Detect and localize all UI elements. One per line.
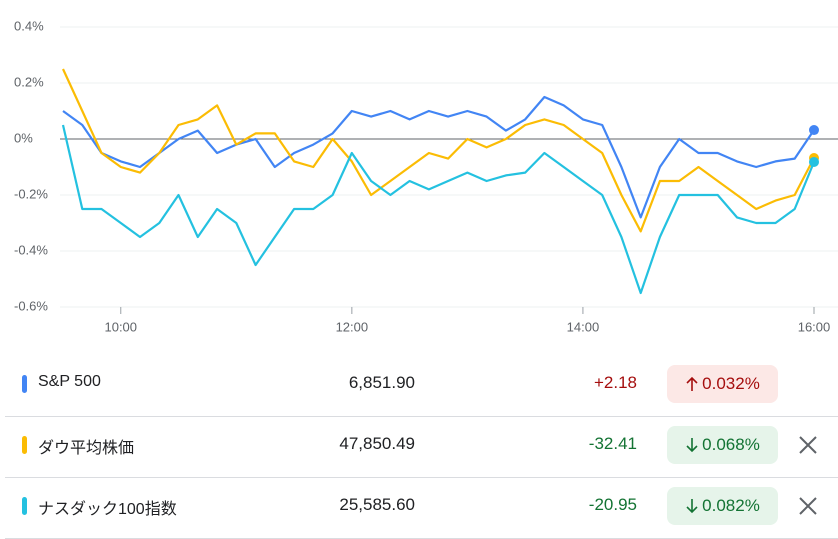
chart: 0.4% 0.2% 0% -0.2% -0.4% -0.6% 10:00 12:00 14:00…	[14, 18, 838, 334]
arrow-icon	[686, 376, 698, 391]
change: -32.41	[588, 434, 637, 453]
arrow-icon	[686, 499, 698, 514]
name: ダウ平均株価	[38, 440, 135, 457]
percent: 0.068%	[702, 435, 760, 454]
name: ナスダック100指数	[38, 501, 177, 518]
series-line	[62, 68, 815, 233]
price: 25,585.60	[339, 495, 415, 514]
table-row: S&P 500 6,851.90 +2.18 0.032%	[0, 355, 838, 416]
remove-button[interactable]	[797, 434, 819, 456]
x-tick-label: 16:00	[798, 319, 831, 334]
table-row: ダウ平均株価 47,850.49 -32.41 0.068%	[0, 416, 838, 477]
series-line	[62, 95, 815, 219]
close-icon	[799, 497, 817, 515]
x-tick-label: 10:00	[104, 319, 137, 334]
price: 47,850.49	[339, 434, 415, 453]
price: 6,851.90	[348, 373, 415, 392]
remove-button[interactable]	[797, 495, 819, 517]
percent: 0.082%	[702, 496, 760, 515]
y-tick-label: 0%	[14, 130, 33, 145]
percent-badge: 0.032%	[667, 365, 778, 403]
y-tick-label: -0.6%	[14, 298, 48, 313]
y-tick-label: 0.2%	[14, 74, 44, 89]
series-color	[22, 375, 27, 393]
row-separator	[5, 477, 838, 478]
y-tick-label: 0.4%	[14, 18, 44, 33]
end-dot	[809, 156, 819, 167]
y-tick-label: -0.4%	[14, 242, 48, 257]
series-line	[61, 124, 816, 295]
arrow	[686, 376, 698, 391]
name: S&P 500	[38, 373, 101, 390]
change: -20.95	[588, 495, 637, 514]
x-tick-label: 12:00	[336, 319, 369, 334]
end-dot	[809, 125, 819, 136]
arrow	[686, 438, 698, 453]
percent-badge: 0.068%	[667, 426, 778, 464]
arrow	[686, 499, 698, 514]
arrow-icon	[686, 438, 698, 453]
x-tick-label: 14:00	[567, 319, 600, 334]
row-separator	[5, 416, 838, 417]
percent-badge: 0.082%	[667, 487, 778, 525]
table-row: ナスダック100指数 25,585.60 -20.95 0.082%	[0, 477, 838, 538]
series-color	[22, 497, 27, 515]
y-tick-label: -0.2%	[14, 186, 48, 201]
series-color	[22, 436, 27, 454]
change: +2.18	[593, 373, 637, 392]
close-icon	[799, 436, 817, 454]
percent: 0.032%	[702, 374, 760, 393]
